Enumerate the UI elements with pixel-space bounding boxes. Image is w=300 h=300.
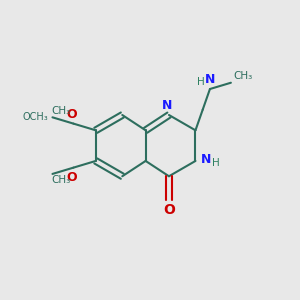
Text: N: N: [205, 73, 215, 86]
Text: CH₃: CH₃: [233, 71, 253, 81]
Text: OCH₃: OCH₃: [22, 112, 48, 122]
Text: N: N: [162, 99, 173, 112]
Text: O: O: [67, 108, 77, 121]
Text: CH₃: CH₃: [51, 176, 70, 185]
Text: H: H: [212, 158, 220, 168]
Text: CH₃: CH₃: [51, 106, 70, 116]
Text: N: N: [201, 153, 211, 166]
Text: O: O: [67, 171, 77, 184]
Text: H: H: [197, 77, 205, 87]
Text: O: O: [163, 203, 175, 217]
